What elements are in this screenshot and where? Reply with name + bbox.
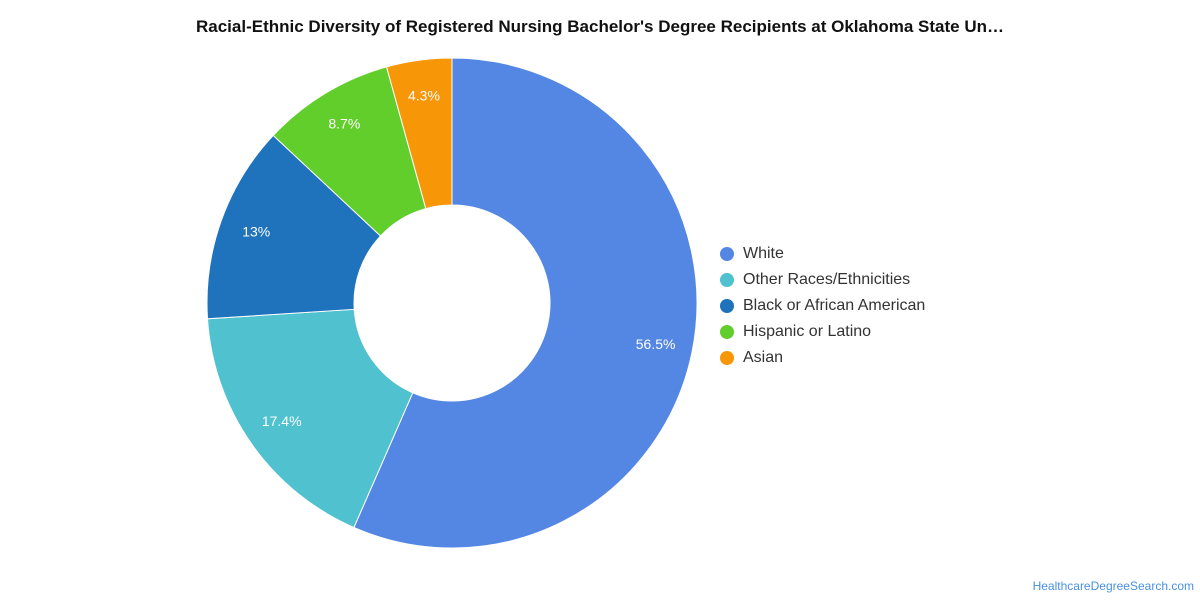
- legend-swatch-icon: [720, 299, 734, 313]
- slice-asian[interactable]: [385, 57, 453, 210]
- legend-item-other-races-ethnicities[interactable]: Other Races/Ethnicities: [720, 267, 925, 293]
- slice-black-or-african-american[interactable]: [206, 134, 382, 320]
- chart-title: Racial-Ethnic Diversity of Registered Nu…: [196, 17, 1004, 36]
- slice-white[interactable]: [353, 57, 698, 549]
- legend-swatch-icon: [720, 325, 734, 339]
- slice-label-other-races-ethnicities: 17.4%: [262, 413, 302, 429]
- legend-swatch-icon: [720, 351, 734, 365]
- legend-label: Black or African American: [743, 297, 926, 314]
- source-link[interactable]: HealthcareDegreeSearch.com: [1032, 579, 1194, 593]
- slice-label-white: 56.5%: [636, 336, 676, 352]
- legend-label: Asian: [743, 349, 784, 366]
- chart-legend: White Other Races/Ethnicities Black or Afr…: [720, 241, 925, 371]
- legend-item-hispanic-or-latino[interactable]: Hispanic or Latino: [720, 319, 925, 345]
- legend-label: Hispanic or Latino: [743, 323, 872, 340]
- slice-label-hispanic-or-latino: 8.7%: [328, 116, 360, 132]
- slice-label-asian: 4.3%: [408, 88, 440, 104]
- legend-label: Other Races/Ethnicities: [743, 271, 911, 288]
- legend-item-white[interactable]: White: [720, 241, 925, 267]
- legend-label: White: [743, 245, 784, 262]
- slice-other-races-ethnicities[interactable]: [206, 308, 414, 529]
- legend-item-black-or-african-american[interactable]: Black or African American: [720, 293, 925, 319]
- legend-swatch-icon: [720, 273, 734, 287]
- slice-label-black-or-african-american: 13%: [242, 223, 270, 239]
- legend-item-asian[interactable]: Asian: [720, 345, 925, 371]
- legend-swatch-icon: [720, 247, 734, 261]
